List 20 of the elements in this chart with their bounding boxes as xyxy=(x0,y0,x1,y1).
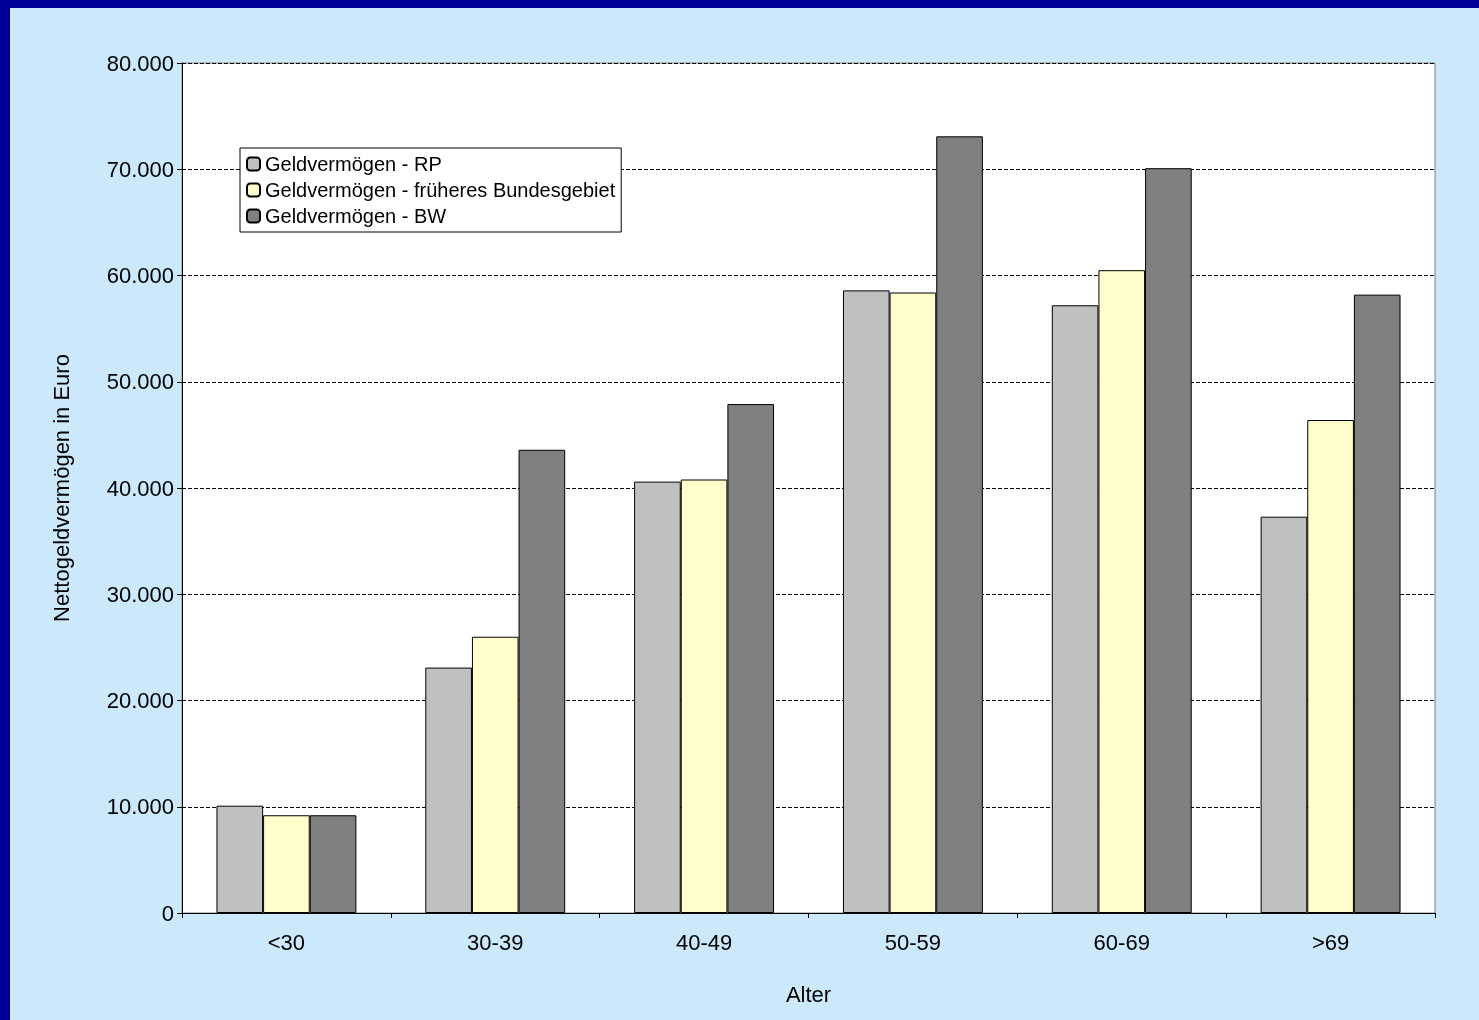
legend-label: Geldvermögen - BW xyxy=(265,205,447,227)
y-tick-label: 40.000 xyxy=(106,475,174,501)
y-tick-label: 10.000 xyxy=(106,794,174,820)
x-tick-label: <30 xyxy=(267,929,306,955)
y-tick-label: 30.000 xyxy=(106,581,174,607)
x-tick-label: >69 xyxy=(1311,929,1350,955)
legend-label: Geldvermögen - früheres Bundesgebiet xyxy=(265,179,616,201)
x-tick-label: 60-69 xyxy=(1093,929,1150,955)
y-axis-title: Nettogeldvermögen in Euro xyxy=(48,354,74,622)
legend-label: Geldvermögen - RP xyxy=(265,153,442,175)
y-tick-label: 70.000 xyxy=(106,156,174,182)
y-tick-label: 60.000 xyxy=(106,263,174,288)
y-tick-label: 20.000 xyxy=(106,688,174,713)
x-tick-label: 50-59 xyxy=(884,929,942,955)
y-tick-label: 0 xyxy=(161,900,174,926)
x-tick-label: 40-49 xyxy=(675,929,733,955)
y-tick-label: 50.000 xyxy=(106,369,174,395)
x-tick-label: 30-39 xyxy=(467,929,524,955)
x-axis-title: Alter xyxy=(785,981,832,1007)
y-tick-label: 80.000 xyxy=(106,50,174,76)
